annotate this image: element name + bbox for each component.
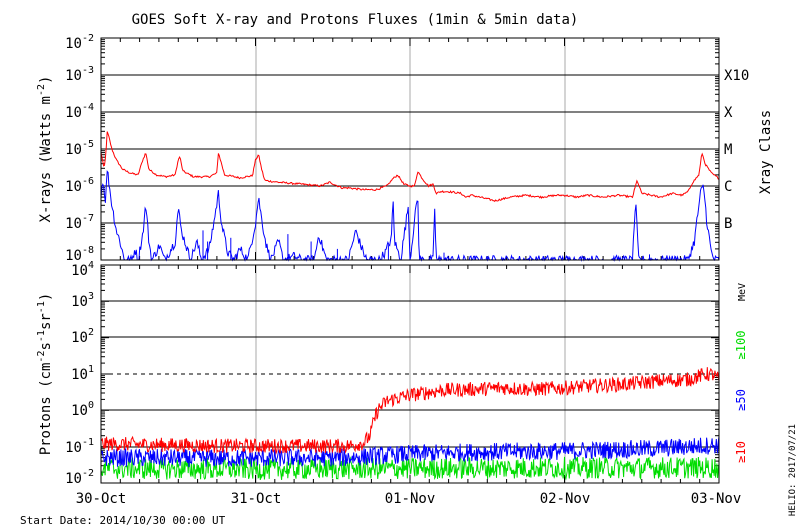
xray-long-series-line <box>100 131 720 203</box>
proton-legend-50mev: ≥50 <box>734 389 748 411</box>
proton-plot-frame <box>100 264 720 484</box>
xray-ytick-label: 10-3 <box>65 65 94 84</box>
xtick-label-30-oct: 30-Oct <box>76 491 127 507</box>
proton-ticks <box>100 264 720 484</box>
xray-y-axis-label: X-rays (Watts m-2) <box>36 76 54 223</box>
xray-class-axis-title: Xray Class <box>758 110 774 194</box>
proton-grid <box>101 300 719 448</box>
xray-ytick-label: 10-6 <box>65 176 94 195</box>
proton-10mev-series-line <box>100 367 720 456</box>
proton-ytick-label: 104 <box>71 260 94 279</box>
xtick-label-02-nov: 02-Nov <box>540 491 591 507</box>
proton-legend-100mev: ≥100 <box>734 331 748 360</box>
proton-50mev-series-line <box>100 436 720 468</box>
xray-class-label-x: X <box>724 105 733 121</box>
xray-y-tick-labels: 10-2 10-3 10-4 10-5 10-6 10-7 10-8 <box>65 33 94 264</box>
chart-title: GOES Soft X-ray and Protons Fluxes (1min… <box>132 12 579 28</box>
proton-unit-label: MeV <box>737 283 748 301</box>
xray-class-labels: X10 X M C B <box>724 68 749 232</box>
credit-label: HELIO: 2017/07/21 <box>788 424 798 516</box>
xtick-label-31-oct: 31-Oct <box>231 491 282 507</box>
proton-ytick-label: 101 <box>71 364 94 383</box>
xtick-label-03-nov: 03-Nov <box>691 491 742 507</box>
xray-plot-frame <box>100 37 720 261</box>
xray-ytick-label: 10-4 <box>65 102 94 121</box>
proton-legend-10mev: ≥10 <box>734 441 748 463</box>
xray-class-label-m: M <box>724 142 732 158</box>
proton-y-tick-labels: 104 103 102 101 100 10-1 10-2 <box>65 260 94 487</box>
proton-ytick-label: 102 <box>71 327 94 346</box>
proton-ytick-label: 103 <box>71 291 94 310</box>
xray-ytick-label: 10-7 <box>65 213 94 232</box>
xray-class-label-c: C <box>724 179 732 195</box>
proton-series <box>100 367 720 481</box>
proton-ytick-label: 100 <box>71 400 94 419</box>
xray-class-label-b: B <box>724 216 732 232</box>
proton-panel: 104 103 102 101 100 10-1 10-2 Protons (c… <box>36 260 748 507</box>
proton-ytick-label: 10-2 <box>65 468 94 487</box>
xray-short-spikes <box>202 230 677 260</box>
xray-ytick-label: 10-8 <box>65 245 94 264</box>
xray-panel: 10-2 10-3 10-4 10-5 10-6 10-7 10-8 X-ra <box>36 33 774 264</box>
proton-100mev-series-line <box>100 455 720 481</box>
xray-class-label-x10: X10 <box>724 68 749 84</box>
proton-y-axis-label: Protons (cm-2s-1sr-1) <box>36 293 54 456</box>
x-tick-labels: 30-Oct 31-Oct 01-Nov 02-Nov 03-Nov <box>76 491 742 507</box>
xray-ytick-label: 10-2 <box>65 33 94 52</box>
xtick-label-01-nov: 01-Nov <box>385 491 436 507</box>
proton-ytick-label: 10-1 <box>65 437 94 456</box>
start-date-label: Start Date: 2014/10/30 00:00 UT <box>20 514 226 527</box>
xray-ytick-label: 10-5 <box>65 139 94 158</box>
